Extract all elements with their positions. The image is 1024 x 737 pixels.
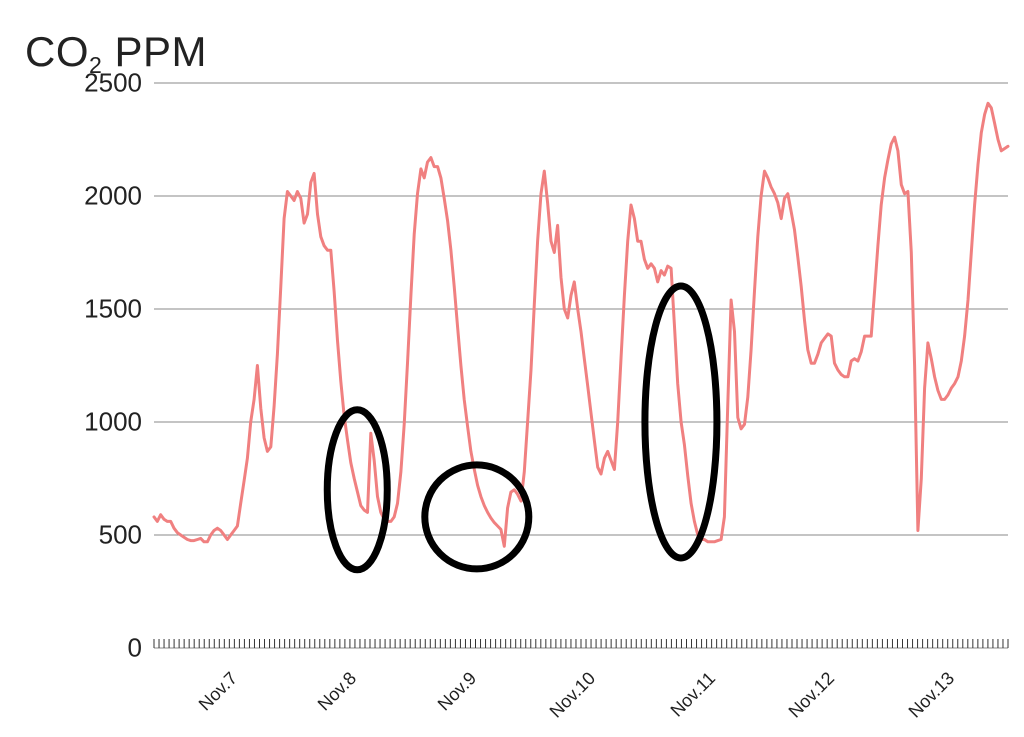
x-minor-ticks: [154, 639, 1008, 648]
plot-svg: [0, 0, 1024, 737]
y-tick-label: 0: [128, 633, 142, 664]
series-line: [154, 103, 1008, 546]
y-tick-label: 2500: [84, 68, 142, 99]
chart-container: CO2 PPM 05001000150020002500Nov.7Nov.8No…: [0, 0, 1024, 737]
y-tick-label: 500: [99, 520, 142, 551]
y-tick-label: 1500: [84, 294, 142, 325]
y-tick-label: 2000: [84, 181, 142, 212]
y-tick-label: 1000: [84, 407, 142, 438]
